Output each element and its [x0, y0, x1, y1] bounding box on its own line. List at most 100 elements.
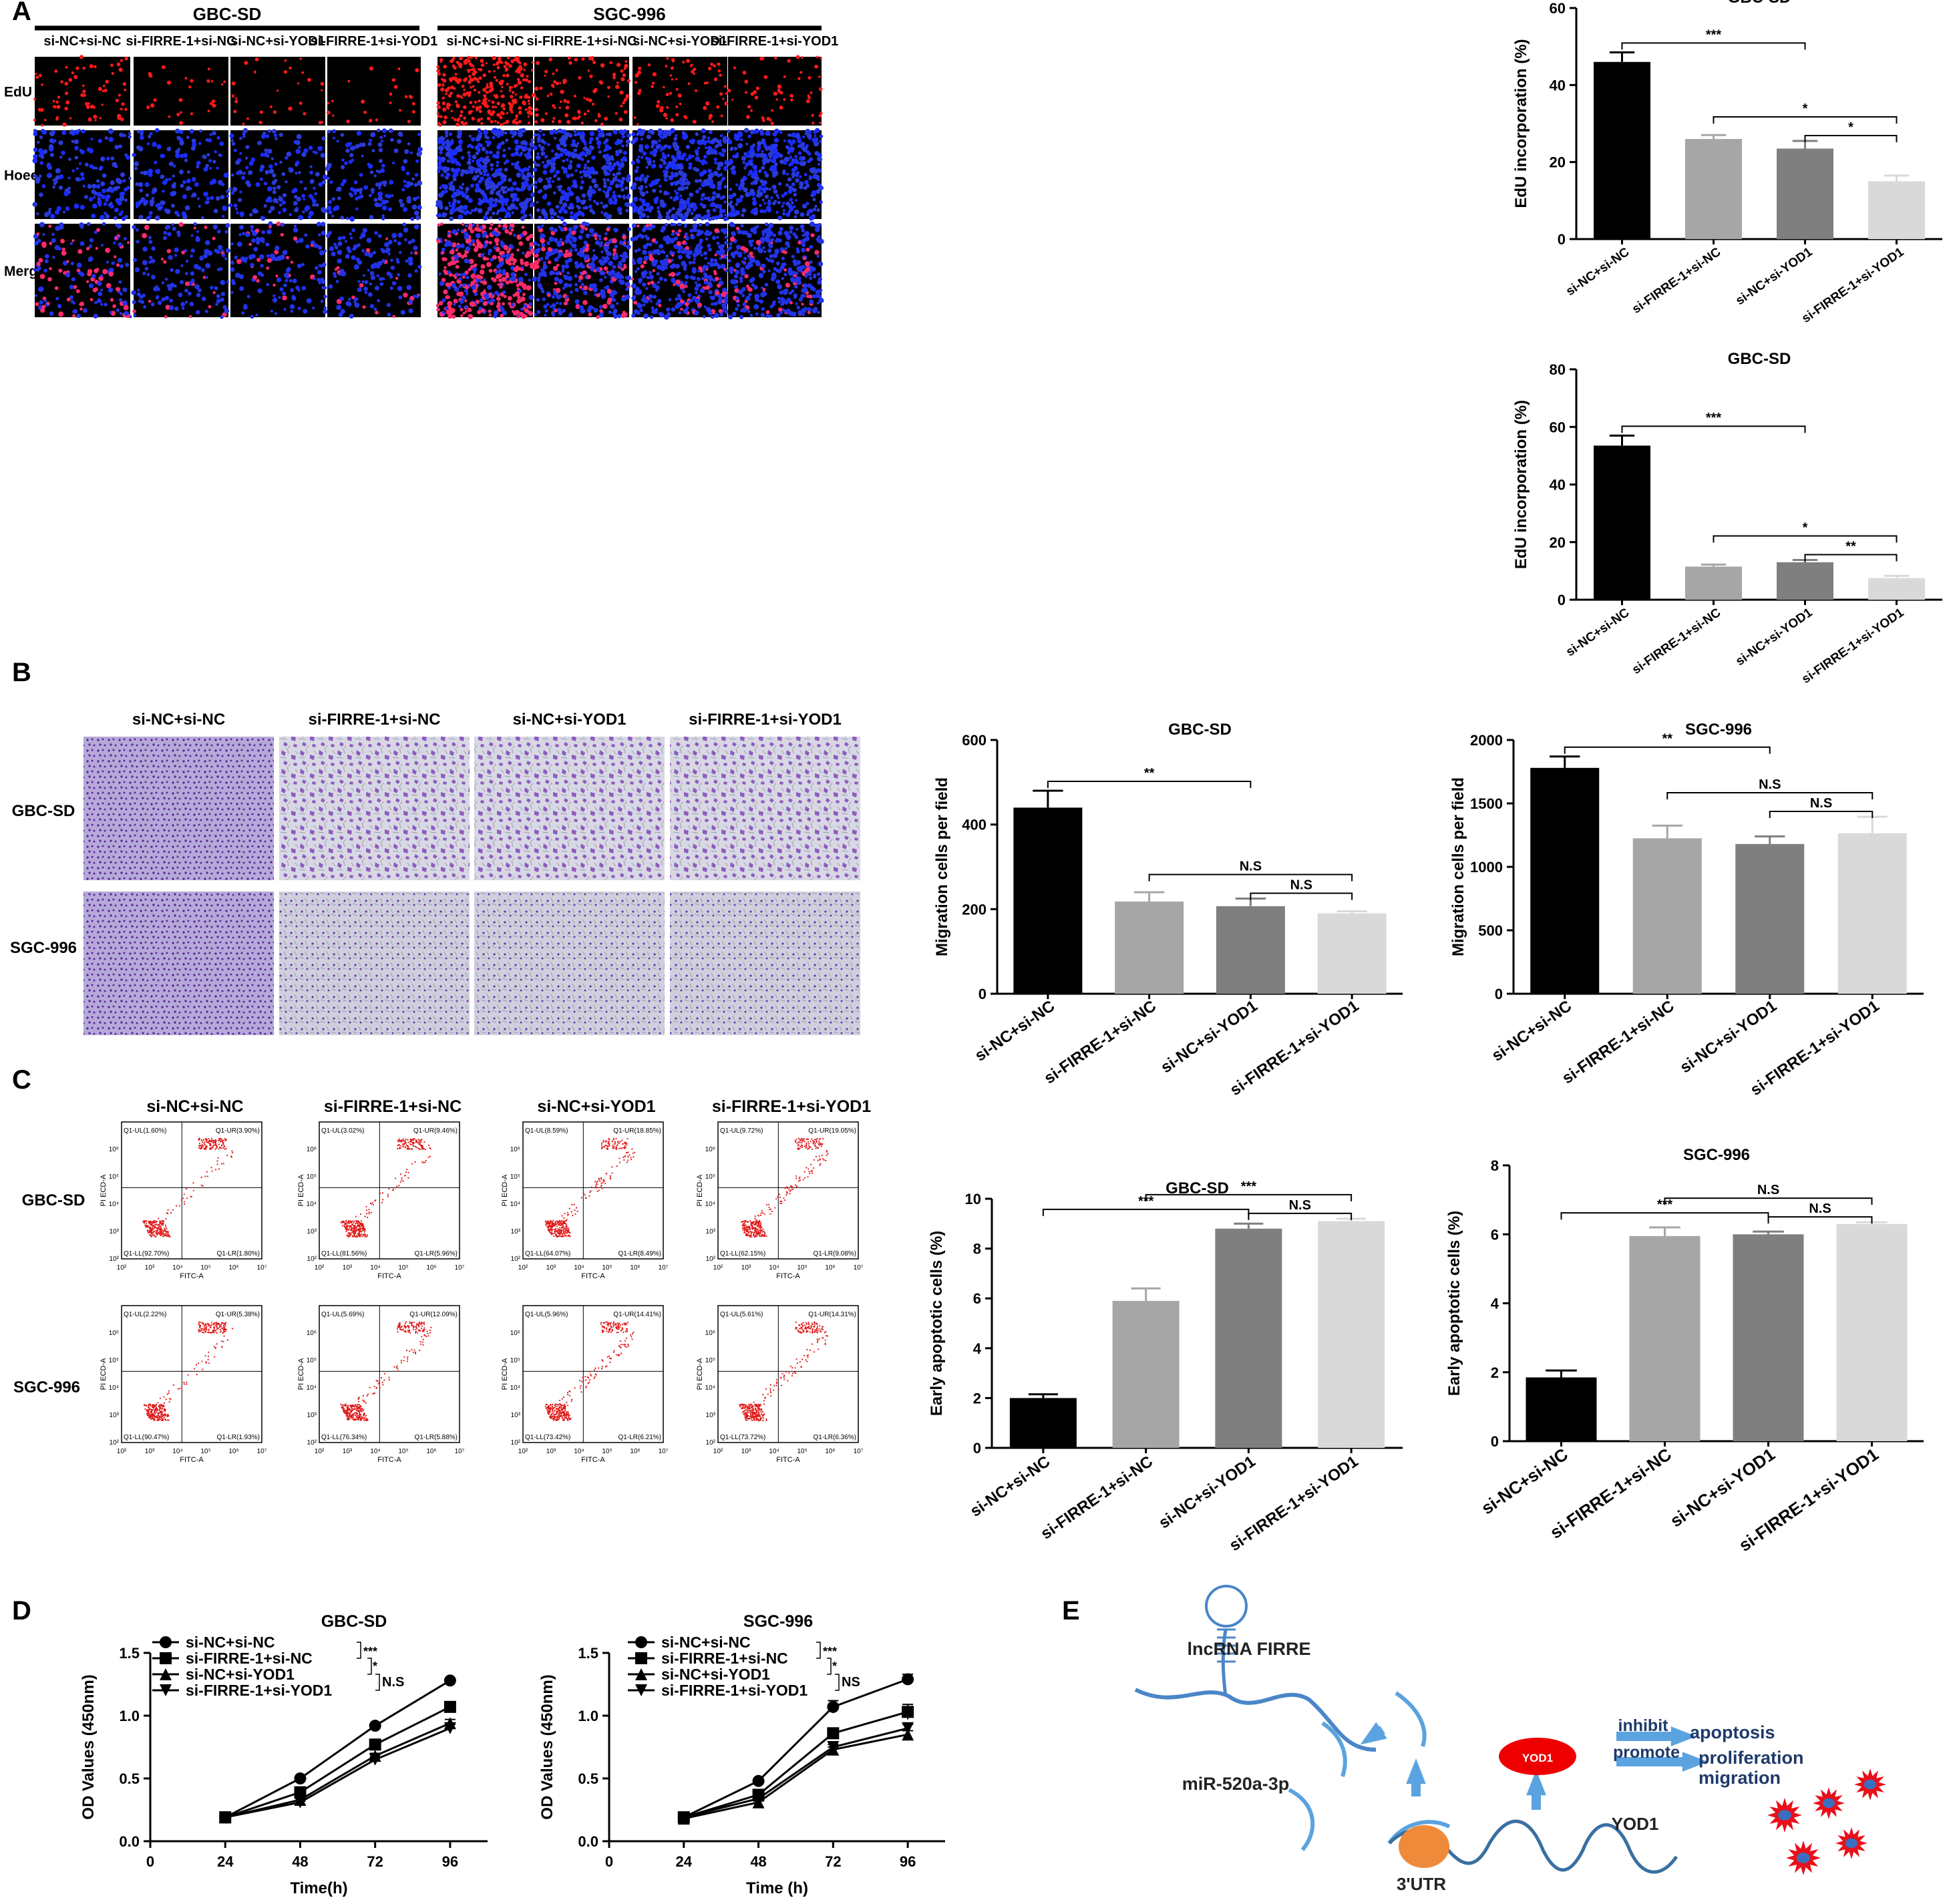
nucleus-dot — [290, 260, 294, 264]
nucleus-dot — [626, 244, 631, 250]
nucleus-dot — [288, 167, 292, 170]
nucleus-dot — [675, 180, 681, 185]
nucleus-dot — [588, 262, 592, 267]
nucleus-dot — [537, 177, 543, 183]
nucleus-dot — [284, 59, 287, 62]
nucleus-dot — [470, 86, 472, 89]
nucleus-dot — [695, 156, 700, 162]
nucleus-dot — [392, 315, 395, 318]
nucleus-dot — [649, 315, 654, 319]
nucleus-dot — [379, 136, 383, 140]
nucleus-dot — [96, 228, 100, 232]
nucleus-dot — [493, 310, 499, 316]
nucleus-dot — [312, 202, 316, 207]
nucleus-dot — [595, 202, 600, 206]
nucleus-dot — [111, 71, 114, 75]
nucleus-dot — [595, 266, 600, 272]
nucleus-dot — [436, 65, 439, 69]
nucleus-dot — [362, 274, 365, 277]
nucleus-dot — [655, 104, 660, 108]
nucleus-dot — [761, 166, 765, 170]
nucleus-dot — [301, 286, 307, 291]
nucleus-dot — [387, 313, 391, 317]
nucleus-dot — [496, 168, 501, 172]
nucleus-dot — [740, 213, 745, 217]
nucleus-dot — [655, 302, 659, 306]
nucleus-dot — [437, 162, 441, 166]
nucleus-dot — [345, 148, 350, 153]
nucleus-dot — [791, 139, 796, 144]
nucleus-dot — [508, 301, 512, 306]
nucleus-dot — [564, 259, 570, 264]
nucleus-dot — [614, 198, 618, 202]
nucleus-dot — [568, 283, 572, 288]
nucleus-dot — [787, 139, 791, 144]
nucleus-dot — [801, 56, 804, 59]
nucleus-dot — [553, 237, 558, 242]
nucleus-dot — [489, 216, 493, 220]
nucleus-dot — [46, 301, 50, 305]
nucleus-dot — [33, 128, 37, 133]
nucleus-dot — [724, 102, 729, 106]
nucleus-dot — [520, 216, 526, 221]
nucleus-dot — [376, 274, 379, 278]
nucleus-dot — [273, 186, 277, 190]
nucleus-dot — [220, 291, 226, 297]
nucleus-dot — [791, 182, 795, 187]
nucleus-dot — [467, 308, 472, 313]
nucleus-dot — [436, 112, 439, 116]
nucleus-dot — [250, 315, 254, 319]
nucleus-dot — [190, 146, 196, 151]
nucleus-dot — [72, 310, 75, 314]
nucleus-dot — [580, 176, 583, 179]
nucleus-dot — [583, 112, 587, 116]
nucleus-dot — [91, 189, 96, 194]
nucleus-dot — [155, 285, 159, 289]
nucleus-dot — [138, 182, 144, 188]
nucleus-dot — [505, 159, 510, 164]
nucleus-dot — [133, 258, 138, 262]
nucleus-dot — [527, 147, 532, 152]
nucleus-dot — [504, 132, 508, 135]
nucleus-dot — [659, 244, 664, 249]
nucleus-dot — [441, 96, 446, 100]
nucleus-dot — [244, 156, 248, 160]
nucleus-dot — [118, 212, 123, 216]
nucleus-dot — [608, 260, 614, 266]
nucleus-dot — [817, 162, 821, 166]
nucleus-dot — [510, 59, 514, 63]
nucleus-dot — [102, 222, 106, 226]
nucleus-dot — [540, 139, 544, 142]
nucleus-dot — [692, 208, 696, 212]
nucleus-dot — [504, 209, 508, 212]
nucleus-dot — [495, 79, 498, 82]
nucleus-dot — [707, 281, 713, 287]
nucleus-dot — [389, 92, 393, 96]
nucleus-dot — [118, 280, 122, 284]
nucleus-dot — [668, 208, 672, 213]
nucleus-dot — [106, 156, 110, 161]
nucleus-dot — [565, 106, 570, 110]
nucleus-dot — [285, 256, 290, 260]
nucleus-dot — [436, 238, 441, 244]
nucleus-dot — [468, 198, 473, 203]
nucleus-dot — [505, 274, 510, 278]
nucleus-dot — [594, 240, 600, 246]
nucleus-dot — [468, 225, 473, 230]
nucleus-dot — [583, 240, 588, 245]
nucleus-dot — [271, 180, 277, 186]
nucleus-dot — [502, 174, 507, 179]
nucleus-dot — [36, 232, 40, 236]
nucleus-dot — [777, 182, 782, 186]
nucleus-dot — [524, 272, 528, 276]
nucleus-dot — [678, 311, 682, 315]
nucleus-dot — [620, 104, 623, 108]
nucleus-dot — [797, 136, 802, 141]
nucleus-dot — [612, 190, 616, 194]
nucleus-dot — [313, 243, 319, 248]
nucleus-dot — [572, 139, 576, 144]
nucleus-dot — [320, 81, 325, 86]
nucleus-dot — [585, 233, 590, 238]
nucleus-dot — [767, 146, 771, 150]
nucleus-dot — [636, 166, 639, 170]
